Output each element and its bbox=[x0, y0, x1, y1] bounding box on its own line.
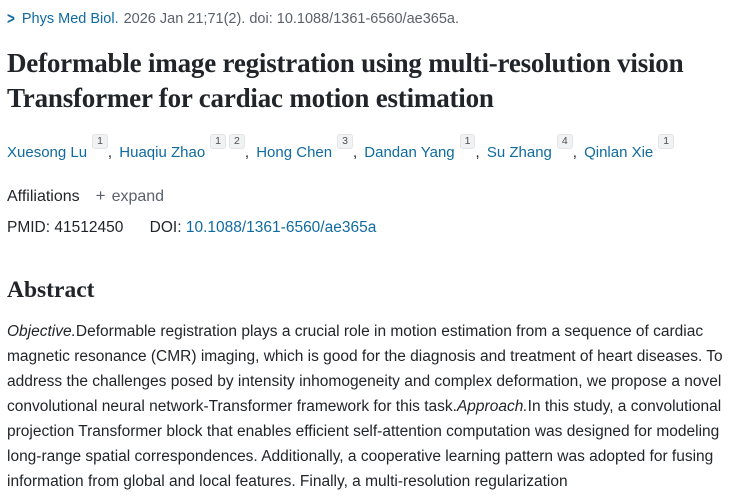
abstract-heading: Abstract bbox=[7, 277, 95, 303]
objective-text: Deformable registration plays a crucial … bbox=[7, 323, 723, 415]
author-link[interactable]: Qinlan Xie bbox=[584, 144, 654, 161]
objective-label: Objective. bbox=[7, 323, 76, 340]
abstract-text: Objective.Deformable registration plays … bbox=[7, 319, 742, 494]
affiliation-number[interactable]: 1 bbox=[459, 134, 476, 149]
identifiers-row: PMID: 41512450 DOI: 10.1088/1361-6560/ae… bbox=[7, 217, 742, 239]
author-link[interactable]: Hong Chen bbox=[256, 144, 333, 161]
author-link[interactable]: Dandan Yang bbox=[364, 144, 455, 161]
pmid-label: PMID: bbox=[7, 219, 51, 236]
author-separator: , bbox=[244, 144, 250, 161]
affiliation-number[interactable]: 1 bbox=[658, 134, 675, 149]
author-separator: , bbox=[572, 144, 577, 161]
author-separator: , bbox=[107, 144, 113, 161]
doi-group: DOI: 10.1088/1361-6560/ae365a bbox=[150, 219, 377, 236]
affiliation-number[interactable]: 4 bbox=[556, 134, 573, 149]
author-separator: , bbox=[475, 144, 480, 161]
pmid-value: 41512450 bbox=[54, 219, 124, 236]
journal-link[interactable]: Phys Med Biol. bbox=[21, 11, 119, 27]
citation-text: 2026 Jan 21;71(2). doi: 10.1088/1361-656… bbox=[123, 11, 459, 27]
affiliations-label: Affiliations bbox=[7, 188, 80, 205]
author: Su Zhang 4, bbox=[486, 134, 584, 161]
plus-icon: + bbox=[95, 186, 106, 205]
author: Hong Chen 3, bbox=[256, 134, 364, 161]
affiliation-number[interactable]: 1 bbox=[92, 134, 108, 149]
affiliations-expand-button[interactable]: + expand bbox=[96, 185, 164, 208]
author: Dandan Yang 1, bbox=[364, 134, 487, 161]
doi-link[interactable]: 10.1088/1361-6560/ae365a bbox=[185, 219, 377, 236]
author: Qinlan Xie 1 bbox=[584, 134, 675, 161]
affiliation-number[interactable]: 1 bbox=[210, 134, 227, 149]
author-link[interactable]: Huaqiu Zhao bbox=[119, 144, 206, 161]
chevron-right-icon[interactable]: > bbox=[7, 9, 15, 28]
expand-label: expand bbox=[111, 188, 165, 205]
affiliation-number[interactable]: 3 bbox=[337, 134, 353, 149]
journal-citation-line: > Phys Med Biol. 2026 Jan 21;71(2). doi:… bbox=[7, 9, 742, 29]
authors-list: Xuesong Lu1, Huaqiu Zhao1 2, Hong Chen3, … bbox=[7, 134, 742, 164]
author-link[interactable]: Su Zhang bbox=[486, 144, 552, 161]
page-title: Deformable image registration using mult… bbox=[7, 48, 684, 113]
author: Xuesong Lu 1, bbox=[7, 134, 119, 161]
doi-label: DOI: bbox=[149, 219, 182, 236]
author: Huaqiu Zhao 1 2, bbox=[119, 134, 256, 161]
author-link[interactable]: Xuesong Lu bbox=[7, 144, 88, 161]
author-separator: , bbox=[352, 144, 358, 161]
affiliation-number[interactable]: 2 bbox=[229, 134, 245, 149]
approach-label: Approach. bbox=[456, 398, 528, 415]
approach-text: In this study, a convolutional projectio… bbox=[7, 398, 722, 490]
affiliations-row: Affiliations + expand bbox=[7, 185, 742, 208]
